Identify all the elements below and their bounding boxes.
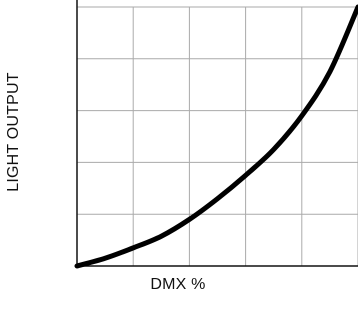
- x-axis-label: DMX %: [150, 276, 206, 293]
- y-axis-label: LIGHT OUTPUT: [5, 72, 22, 192]
- axes: [76, 0, 358, 267]
- grid: [77, 6, 358, 266]
- series: [74, 4, 358, 269]
- series-line: [74, 4, 358, 269]
